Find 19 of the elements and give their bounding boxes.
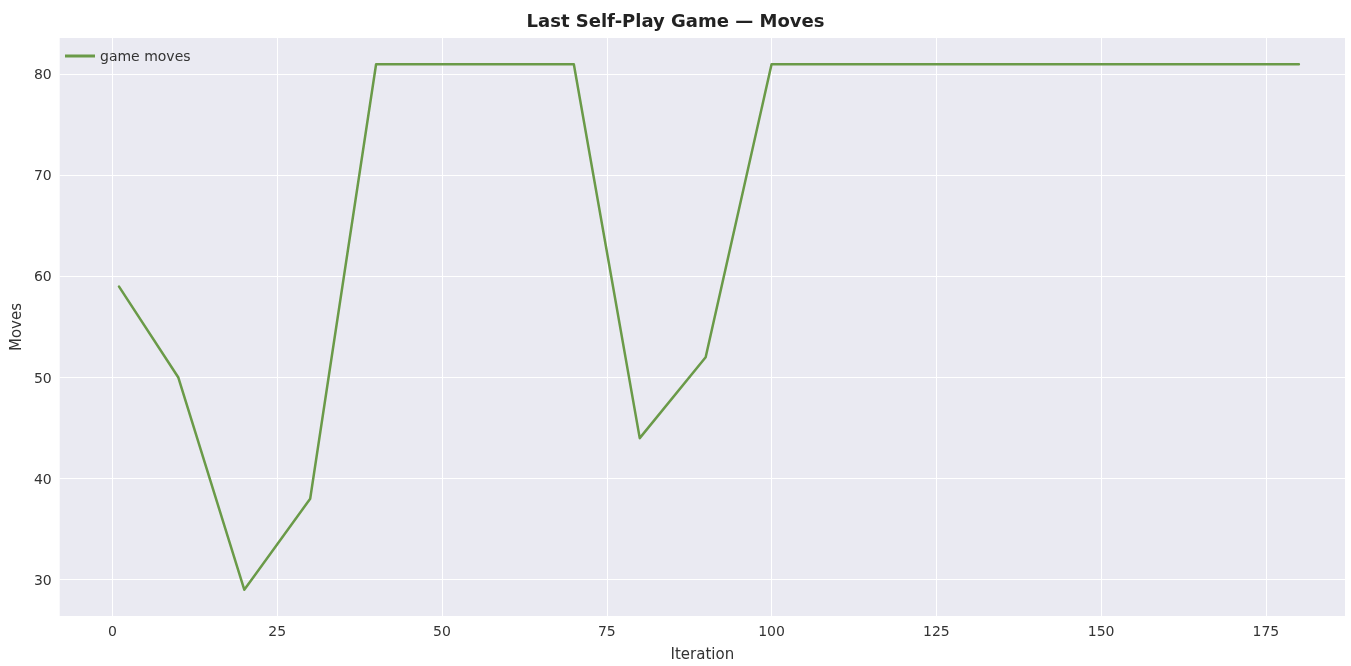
x-tick-label: 25	[268, 623, 287, 639]
x-tick-label: 150	[1087, 623, 1115, 639]
line-series	[117, 63, 1301, 591]
y-tick-label: 60	[33, 268, 52, 285]
legend-label: game moves	[100, 48, 191, 64]
x-tick-label: 0	[107, 623, 117, 639]
x-tick-label: 100	[758, 623, 785, 639]
y-tick-label: 70	[33, 167, 52, 184]
y-axis-title: Moves	[6, 302, 25, 352]
chart-title: Last Self-Play Game — Moves	[526, 9, 825, 31]
x-tick-label: 75	[597, 623, 616, 639]
x-tick-label: 50	[433, 623, 451, 639]
x-tick-label: 175	[1252, 623, 1280, 639]
y-tick-label: 80	[33, 66, 52, 83]
x-tick-label: 125	[922, 623, 950, 639]
y-tick-label: 50	[33, 369, 52, 386]
x-axis-title: Iteration	[670, 644, 735, 663]
y-tick-label: 30	[33, 571, 52, 588]
y-tick-label: 40	[33, 470, 52, 487]
